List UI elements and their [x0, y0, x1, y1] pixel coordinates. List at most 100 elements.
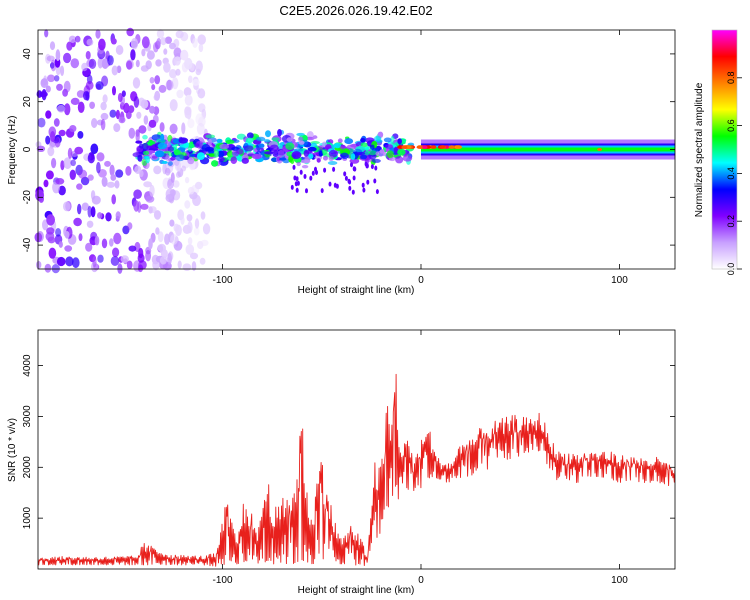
- signal-blob: [326, 141, 331, 145]
- noise-blob: [69, 125, 77, 133]
- snr-ytick-label: 3000: [22, 405, 33, 428]
- noise-blob: [69, 169, 77, 180]
- signal-blob: [344, 138, 354, 145]
- strong-spot: [448, 145, 455, 149]
- signal-blob: [241, 157, 249, 164]
- noise-blob: [163, 62, 171, 73]
- noise-blob: [44, 263, 52, 273]
- signal-blob: [175, 154, 185, 162]
- noise-blob: [45, 170, 54, 180]
- noise-blob: [156, 38, 162, 46]
- spectrogram-ylabel: Frequency (Hz): [7, 116, 18, 185]
- colorbar-tick-label: 0.6: [726, 119, 736, 132]
- signal-spur: [366, 179, 370, 185]
- noise-blob: [141, 48, 146, 57]
- signal-blob: [205, 134, 216, 139]
- noise-blob: [127, 222, 133, 230]
- noise-blob: [113, 232, 122, 245]
- noise-blob: [58, 129, 66, 137]
- noise-blob: [36, 145, 46, 152]
- noise-blob: [64, 245, 73, 252]
- signal-blob: [393, 146, 398, 154]
- signal-spur: [290, 184, 294, 190]
- colorbar-label: Normalized spectral amplitude: [694, 82, 705, 217]
- noise-blob: [173, 47, 182, 58]
- noise-blob: [97, 254, 104, 263]
- noise-blob: [121, 90, 126, 97]
- noise-blob: [86, 38, 94, 46]
- noise-blob: [46, 227, 55, 235]
- noise-blob: [149, 77, 155, 84]
- noise-blob: [143, 181, 153, 188]
- noise-blob: [115, 211, 121, 220]
- noise-blob: [48, 247, 57, 259]
- noise-blob: [47, 146, 55, 157]
- snr-ylabel: SNR (10 * v/v): [7, 418, 18, 482]
- noise-blob: [50, 131, 56, 142]
- signal-blob: [301, 165, 309, 169]
- noise-blob: [164, 36, 172, 44]
- spectrogram-ytick-label: 20: [22, 96, 33, 108]
- signal-blob: [143, 150, 150, 156]
- noise-blob: [132, 77, 141, 89]
- noise-blob: [145, 195, 155, 203]
- noise-blob: [170, 234, 179, 245]
- signal-blob: [135, 140, 143, 144]
- noise-blob: [47, 74, 55, 83]
- noise-blob: [137, 253, 145, 263]
- signal-blob: [337, 138, 343, 144]
- colorbar-tick-label: 0.2: [726, 215, 736, 228]
- noise-blob: [94, 235, 100, 246]
- signal-spur: [295, 187, 299, 193]
- signal-spur: [311, 170, 315, 176]
- noise-blob: [112, 247, 120, 258]
- noise-blob: [194, 218, 200, 229]
- noise-blob: [109, 164, 115, 177]
- colorbar-tick-label: 0.4: [726, 167, 736, 180]
- signal-blob: [397, 149, 406, 156]
- noise-blob: [169, 219, 175, 227]
- signal-blob: [316, 158, 321, 163]
- noise-blob: [63, 103, 71, 116]
- noise-blob: [70, 58, 80, 69]
- noise-blob: [154, 75, 161, 85]
- noise-blob: [187, 221, 193, 234]
- noise-blob: [90, 143, 99, 155]
- noise-blob: [45, 135, 51, 145]
- signal-blob: [196, 152, 205, 161]
- noise-blob: [97, 57, 104, 69]
- noise-blob: [126, 260, 133, 270]
- noise-blob: [97, 212, 103, 219]
- carrier-core: [420, 147, 675, 152]
- noise-blob: [188, 75, 193, 84]
- signal-blob: [161, 160, 168, 164]
- signal-spur: [295, 176, 299, 182]
- noise-blob: [53, 118, 60, 127]
- noise-blob: [77, 101, 85, 114]
- noise-blob: [90, 206, 96, 218]
- noise-blob: [187, 186, 195, 195]
- noise-blob: [196, 122, 205, 135]
- signal-blob: [300, 159, 311, 164]
- noise-blob: [133, 200, 140, 212]
- signal-blob: [258, 143, 265, 148]
- snr-xtick-label: -100: [213, 575, 233, 586]
- noise-blob: [164, 233, 170, 245]
- spectrogram-xtick-label: -100: [213, 275, 233, 286]
- noise-blob: [143, 115, 149, 125]
- noise-blob: [74, 35, 81, 43]
- noise-blob: [43, 179, 49, 188]
- noise-blob: [148, 119, 157, 128]
- signal-spur: [343, 171, 347, 177]
- noise-blob: [167, 178, 174, 190]
- noise-blob: [118, 116, 126, 124]
- signal-blob: [328, 155, 335, 161]
- noise-blob: [133, 96, 140, 108]
- signal-spur: [352, 175, 356, 181]
- signal-blob: [217, 150, 225, 158]
- noise-blob: [78, 169, 88, 179]
- noise-blob: [76, 183, 83, 190]
- noise-blob: [149, 105, 156, 114]
- noise-blob: [191, 261, 197, 272]
- strong-spot: [397, 145, 404, 149]
